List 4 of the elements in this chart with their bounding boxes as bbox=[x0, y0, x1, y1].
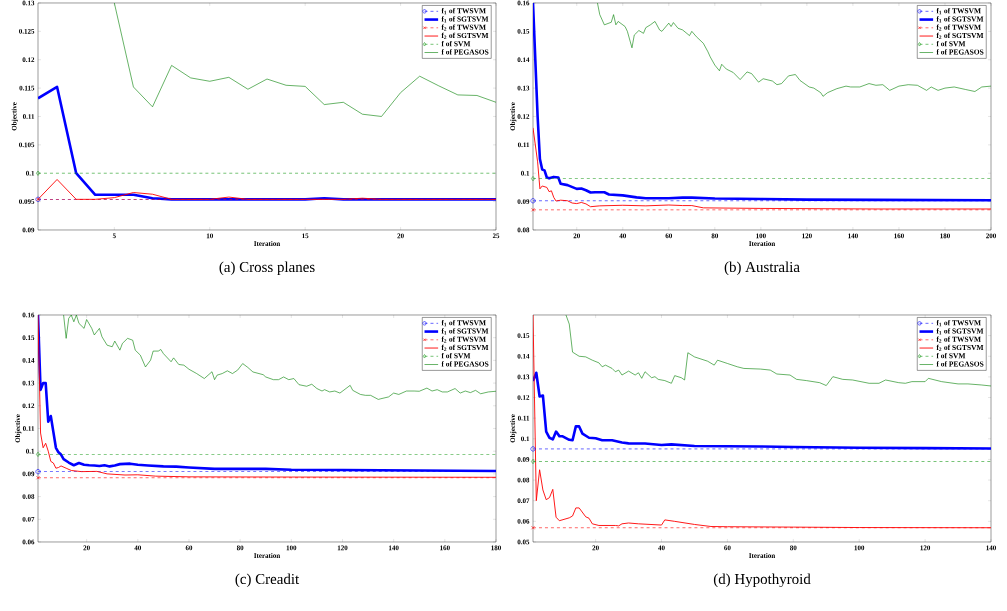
text: (c) Creadit bbox=[235, 573, 300, 588]
text: (a) Cross planes bbox=[219, 261, 315, 276]
text: (b) Australia bbox=[724, 261, 800, 276]
text: (d) Hypothyroid bbox=[713, 573, 811, 588]
